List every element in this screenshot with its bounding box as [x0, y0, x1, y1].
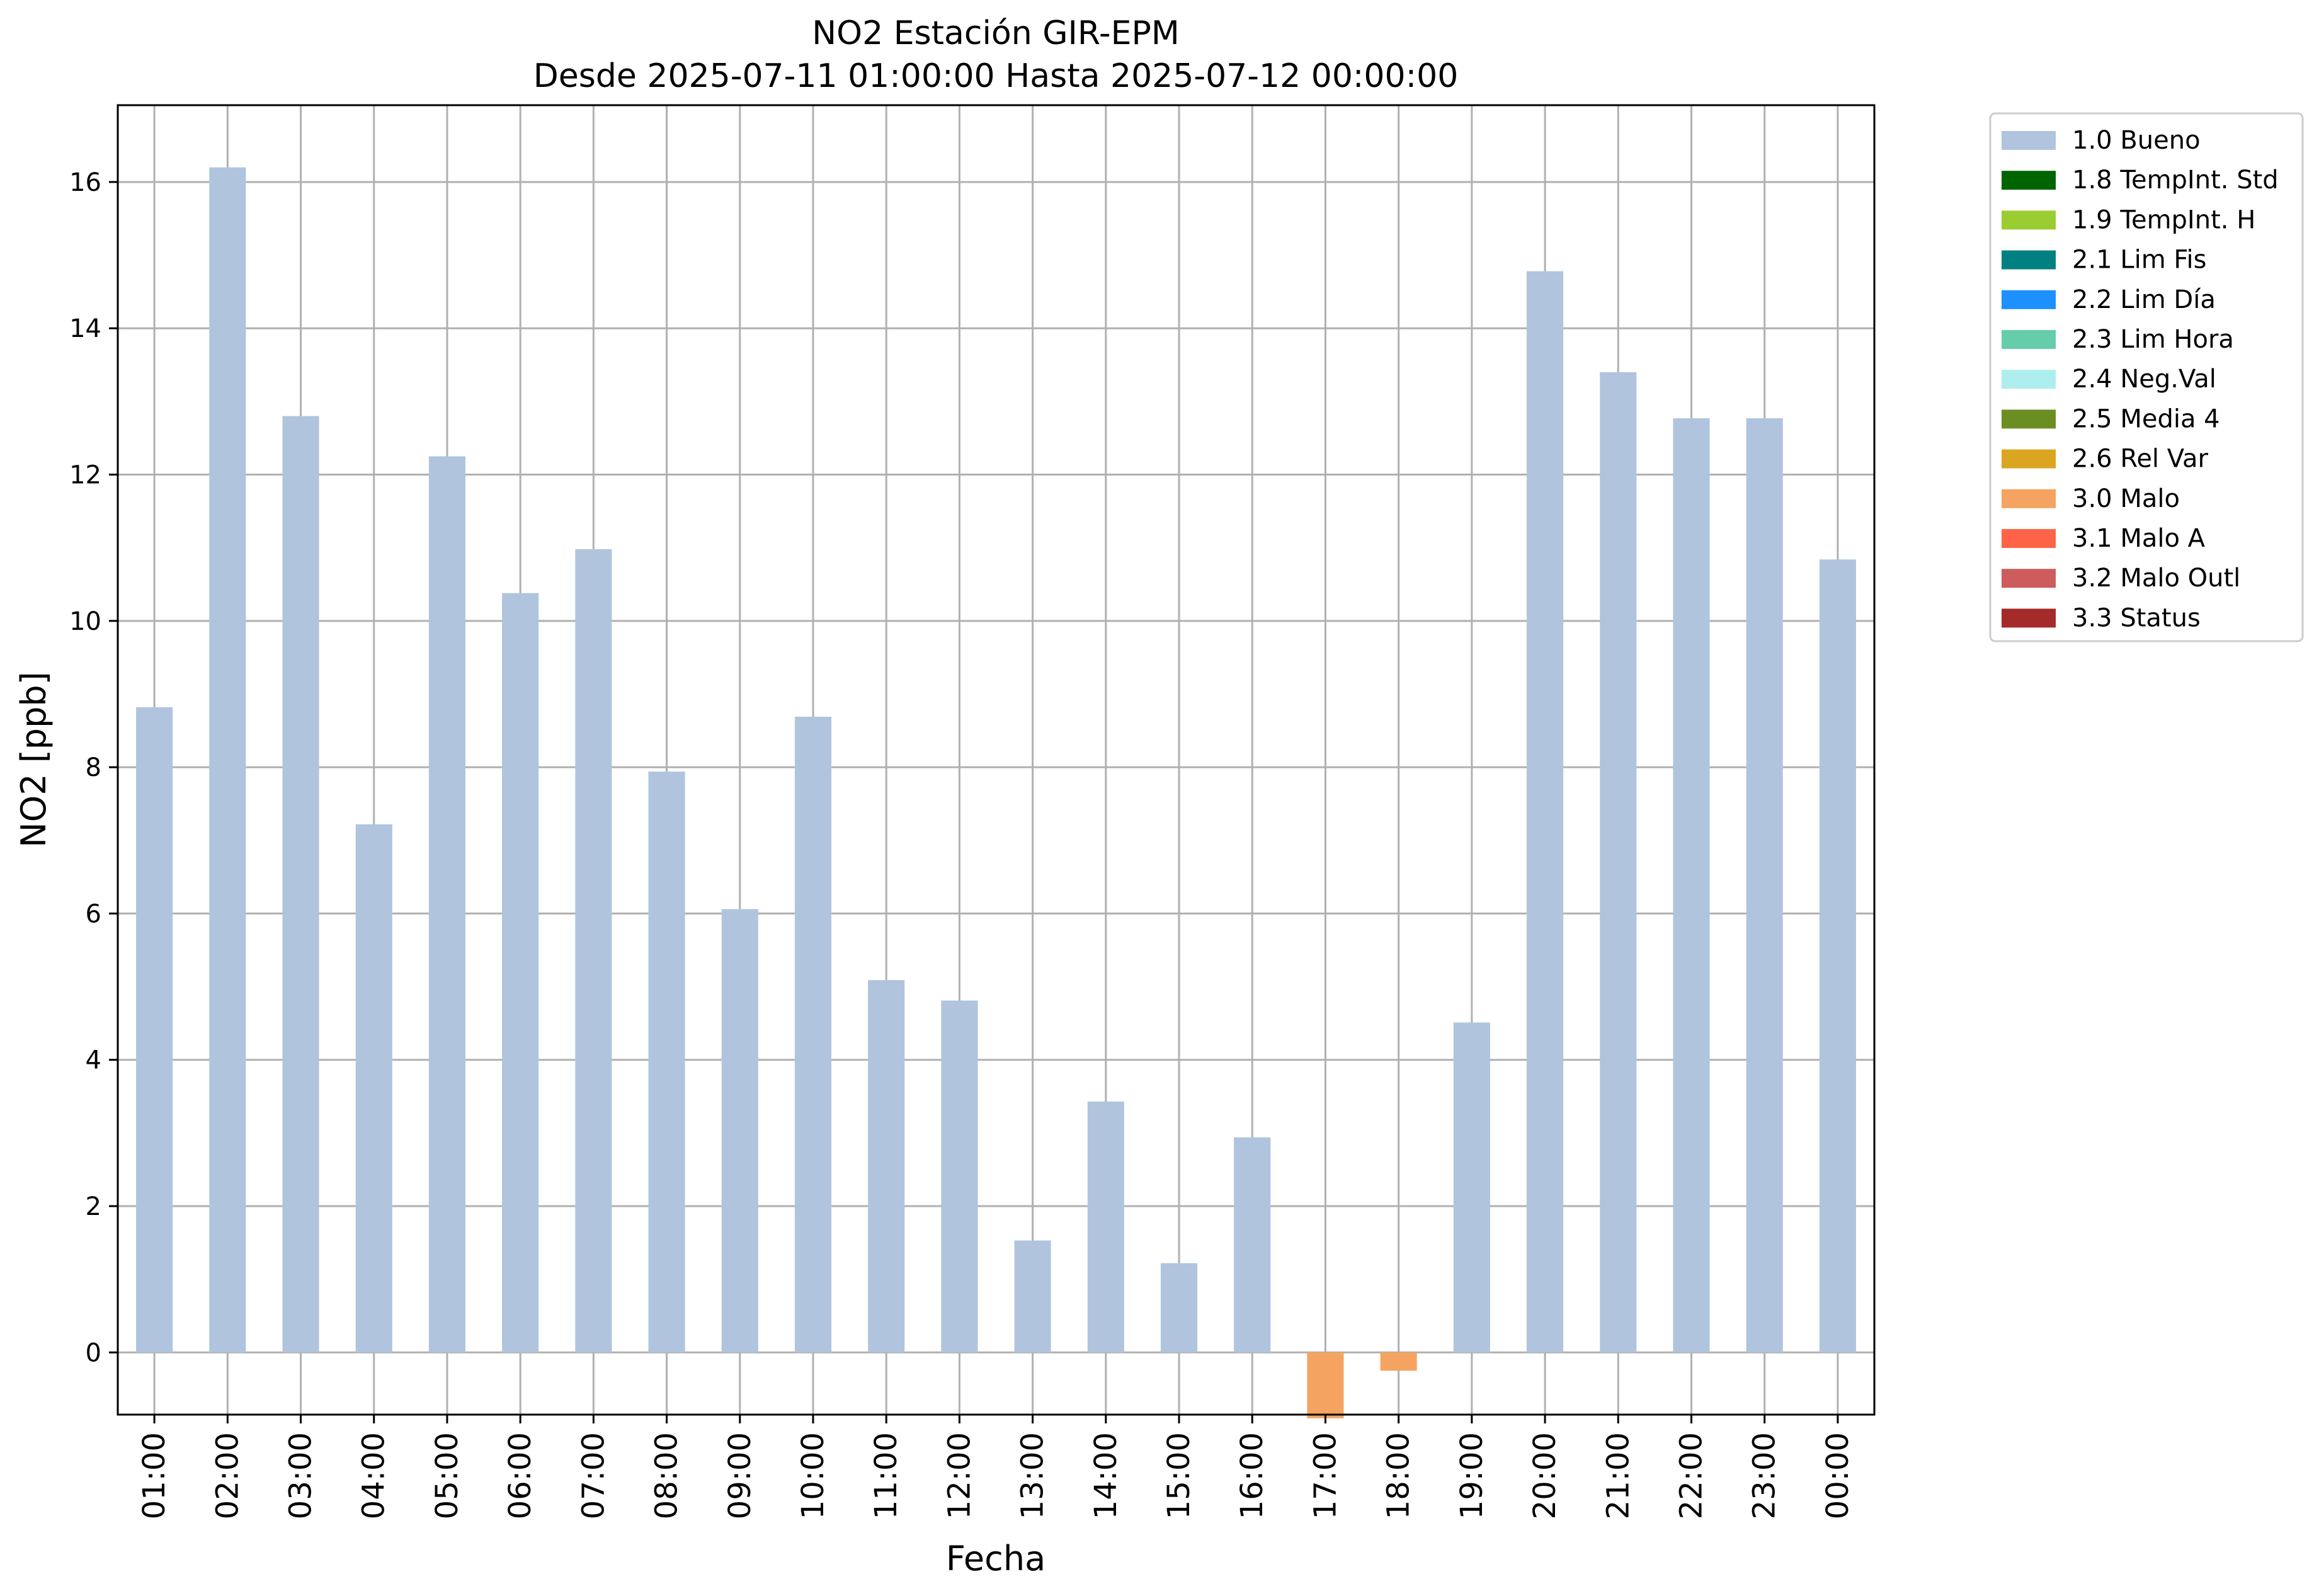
bar	[502, 593, 539, 1353]
legend-label: 3.0 Malo	[2072, 484, 2180, 513]
bar	[209, 167, 246, 1353]
y-tick-label: 16	[69, 168, 101, 197]
x-tick-label: 18:00	[1381, 1432, 1416, 1519]
legend-label: 2.1 Lim Fis	[2072, 246, 2206, 275]
bar	[1234, 1137, 1271, 1353]
bar	[868, 980, 905, 1353]
bar	[1307, 1352, 1344, 1418]
x-tick-label: 00:00	[1820, 1432, 1855, 1519]
bar	[282, 416, 319, 1353]
legend: 1.0 Bueno 1.8 TempInt. Std 1.9 TempInt. H 2…	[1989, 112, 2304, 642]
legend-swatch	[2002, 370, 2056, 389]
legend-label: 3.3 Status	[2072, 603, 2201, 632]
x-tick-label: 02:00	[210, 1432, 245, 1519]
bar	[941, 1000, 978, 1353]
x-tick-label: 19:00	[1454, 1432, 1490, 1519]
bar	[1014, 1240, 1051, 1353]
bar	[575, 549, 612, 1353]
bar	[1160, 1263, 1198, 1353]
y-axis-label: NO2 [ppb]	[14, 671, 54, 847]
bar	[1673, 418, 1710, 1353]
x-tick-label: 10:00	[795, 1432, 831, 1519]
x-tick-label: 07:00	[576, 1432, 611, 1519]
x-axis: 01:00 02:00 03:00 04:00 05:00 06:00 07:00 08:00…	[137, 1415, 1855, 1519]
legend-swatch	[2002, 569, 2056, 588]
legend-swatch	[2002, 489, 2056, 508]
x-tick-label: 06:00	[503, 1432, 538, 1519]
x-tick-label: 16:00	[1234, 1432, 1270, 1519]
x-tick-label: 22:00	[1673, 1432, 1709, 1519]
x-tick-label: 13:00	[1015, 1432, 1051, 1519]
legend-label: 2.2 Lim Día	[2072, 285, 2216, 314]
y-tick-label: 6	[86, 899, 101, 928]
x-tick-label: 15:00	[1161, 1432, 1197, 1519]
bar	[428, 456, 465, 1353]
legend-label: 3.1 Malo A	[2072, 524, 2206, 553]
legend-frame	[1989, 112, 2304, 642]
bar	[1087, 1101, 1124, 1353]
x-tick-label: 12:00	[942, 1432, 977, 1519]
y-tick-label: 10	[69, 607, 101, 636]
legend-label: 1.8 TempInt. Std	[2072, 166, 2279, 195]
bars	[136, 167, 1856, 1418]
bar	[1453, 1022, 1490, 1353]
x-tick-label: 23:00	[1747, 1432, 1782, 1519]
x-tick-label: 01:00	[137, 1432, 172, 1519]
x-axis-label: Fecha	[946, 1539, 1046, 1578]
x-tick-label: 14:00	[1088, 1432, 1124, 1519]
legend-swatch	[2002, 409, 2056, 429]
bar	[1527, 271, 1564, 1353]
legend-items: 1.0 Bueno 1.8 TempInt. Std 1.9 TempInt. H 2…	[2002, 126, 2279, 632]
y-tick-label: 4	[86, 1046, 101, 1075]
plot-frame	[117, 104, 1876, 1416]
bar	[721, 909, 758, 1353]
legend-swatch	[2002, 330, 2056, 349]
y-tick-label: 2	[86, 1192, 101, 1221]
x-tick-label: 05:00	[430, 1432, 465, 1519]
x-tick-label: 11:00	[869, 1432, 904, 1519]
legend-swatch	[2002, 449, 2056, 469]
bar	[136, 707, 173, 1353]
legend-label: 1.9 TempInt. H	[2072, 205, 2255, 234]
bar	[1600, 372, 1637, 1353]
x-tick-label: 08:00	[649, 1432, 685, 1519]
legend-swatch	[2002, 210, 2056, 230]
bar	[355, 824, 392, 1353]
legend-swatch	[2002, 131, 2056, 150]
y-tick-label: 8	[86, 753, 101, 782]
x-tick-label: 03:00	[283, 1432, 319, 1519]
chart-subtitle: Desde 2025-07-11 01:00:00 Hasta 2025-07-…	[533, 57, 1459, 95]
x-tick-label: 21:00	[1600, 1432, 1636, 1519]
y-axis: 0 2 4 6 8 10 12 14 16	[69, 168, 118, 1367]
legend-label: 1.0 Bueno	[2072, 126, 2201, 155]
legend-swatch	[2002, 608, 2056, 628]
x-tick-label: 20:00	[1527, 1432, 1563, 1519]
legend-swatch	[2002, 290, 2056, 309]
bar	[1746, 418, 1783, 1353]
legend-label: 2.4 Neg.Val	[2072, 365, 2216, 394]
bar	[648, 772, 685, 1353]
legend-swatch	[2002, 171, 2056, 190]
chart-title: NO2 Estación GIR-EPM	[812, 14, 1179, 52]
x-tick-label: 17:00	[1308, 1432, 1343, 1519]
legend-label: 2.6 Rel Var	[2072, 445, 2209, 474]
bar	[1819, 559, 1856, 1353]
legend-label: 3.2 Malo Outl	[2072, 564, 2240, 593]
x-tick-label: 09:00	[722, 1432, 758, 1519]
legend-swatch	[2002, 250, 2056, 270]
y-tick-label: 12	[69, 461, 101, 490]
legend-label: 2.3 Lim Hora	[2072, 325, 2234, 354]
x-tick-label: 04:00	[356, 1432, 392, 1519]
legend-swatch	[2002, 529, 2056, 548]
legend-label: 2.5 Media 4	[2072, 404, 2220, 433]
y-tick-label: 0	[86, 1338, 101, 1367]
bar	[794, 716, 832, 1353]
bar	[1380, 1352, 1417, 1371]
y-tick-label: 14	[69, 314, 101, 343]
